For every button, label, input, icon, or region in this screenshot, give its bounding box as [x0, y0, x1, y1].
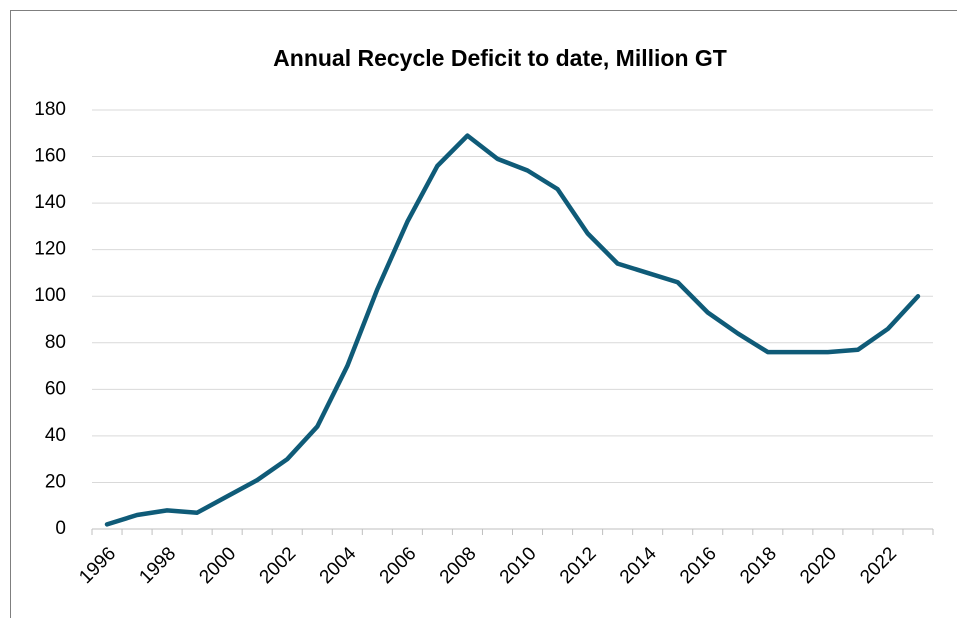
- y-tick-label: 20: [45, 471, 66, 492]
- y-tick-label: 80: [45, 332, 66, 353]
- y-tick-label: 160: [34, 146, 66, 167]
- y-tick-label: 100: [34, 285, 66, 306]
- y-tick-label: 0: [55, 518, 66, 539]
- chart-title: Annual Recycle Deficit to date, Million …: [273, 45, 727, 71]
- y-tick-label: 40: [45, 425, 66, 446]
- y-tick-label: 140: [34, 192, 66, 213]
- y-tick-label: 120: [34, 239, 66, 260]
- chart-frame: [11, 11, 957, 619]
- y-tick-label: 180: [34, 99, 66, 120]
- y-tick-label: 60: [45, 378, 66, 399]
